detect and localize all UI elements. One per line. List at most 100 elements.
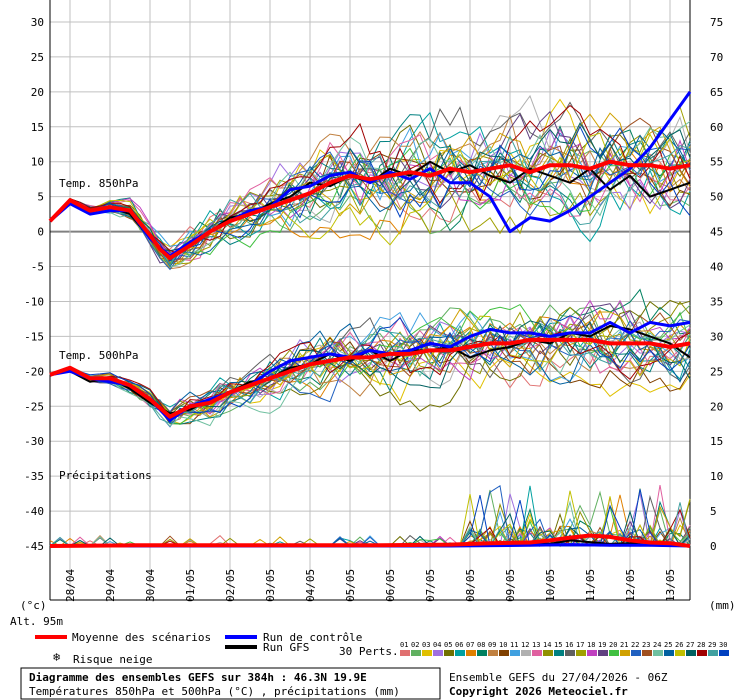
pert-number: 06 [455, 641, 463, 649]
pert-swatch [477, 650, 487, 656]
pert-number: 09 [488, 641, 496, 649]
pert-swatch [455, 650, 465, 656]
legend-mean: Moyenne des scénarios [72, 631, 211, 644]
pert-t850-line [49, 104, 691, 255]
run-info: Ensemble GEFS du 27/04/2026 - 06Z [449, 671, 668, 684]
right-tick-label: 70 [710, 51, 723, 64]
date-tick-label: 30/04 [144, 569, 157, 602]
pert-number: 04 [433, 641, 441, 649]
date-tick-label: 03/05 [264, 569, 277, 602]
pert-swatch [499, 650, 509, 656]
pert-number: 14 [543, 641, 551, 649]
pert-swatch [400, 650, 410, 656]
pert-number: 01 [400, 641, 408, 649]
right-tick-label: 60 [710, 121, 723, 134]
pert-number: 12 [521, 641, 529, 649]
legend-snow: Risque neige [73, 653, 152, 666]
pert-swatch [609, 650, 619, 656]
date-tick-label: 06/05 [384, 569, 397, 602]
altitude-label: Alt. 95m [10, 615, 63, 628]
pert-t850-line [49, 117, 691, 265]
pert-swatch [587, 650, 597, 656]
pert-number: 26 [675, 641, 683, 649]
pert-t850-line [49, 135, 691, 267]
main-lines [48, 91, 692, 548]
left-tick-label: 25 [31, 51, 44, 64]
pert-number: 07 [466, 641, 474, 649]
pert-number: 02 [411, 641, 419, 649]
right-tick-label: 10 [710, 470, 723, 483]
right-tick-label: 75 [710, 16, 723, 29]
pert-number: 17 [576, 641, 584, 649]
pert-number: 18 [587, 641, 595, 649]
pert-swatch [598, 650, 608, 656]
left-tick-label: 20 [31, 86, 44, 99]
date-tick-label: 08/05 [464, 569, 477, 602]
pert-swatch [642, 650, 652, 656]
mean-t500-line [49, 337, 691, 419]
pert-swatch [719, 650, 729, 656]
pert-swatch [532, 650, 542, 656]
pert-number: 29 [708, 641, 716, 649]
left-tick-label: -20 [24, 365, 44, 378]
date-tick-label: 11/05 [584, 569, 597, 602]
pert-number: 20 [609, 641, 617, 649]
legend-gfs: Run GFS [263, 641, 309, 654]
pert-number: 30 [719, 641, 727, 649]
pert-number: 13 [532, 641, 540, 649]
date-tick-label: 09/05 [504, 569, 517, 602]
label-t850: Temp. 850hPa [59, 177, 138, 190]
left-tick-label: 5 [37, 191, 44, 204]
chart-title: Diagramme des ensembles GEFS sur 384h : … [29, 671, 367, 684]
pert-swatch [521, 650, 531, 656]
pert-number: 27 [686, 641, 694, 649]
info-box [20, 667, 441, 700]
pert-number: 28 [697, 641, 705, 649]
date-tick-label: 01/05 [184, 569, 197, 602]
pert-swatch [697, 650, 707, 656]
pert-swatch [708, 650, 718, 656]
date-tick-label: 07/05 [424, 569, 437, 602]
pert-swatch [444, 650, 454, 656]
pert-swatch [675, 650, 685, 656]
pert-swatch [543, 650, 553, 656]
date-tick-label: 04/05 [304, 569, 317, 602]
pert-swatch [620, 650, 630, 656]
plot-grid [49, 0, 691, 601]
left-tick-label: 10 [31, 156, 44, 169]
left-tick-label: 30 [31, 16, 44, 29]
chart-subtitle: Températures 850hPa et 500hPa (°C) , pré… [29, 685, 400, 698]
pert-number: 15 [554, 641, 562, 649]
right-tick-label: 40 [710, 261, 723, 274]
right-tick-label: 0 [710, 540, 717, 553]
pert-number: 11 [510, 641, 518, 649]
right-tick-label: 35 [710, 295, 723, 308]
right-tick-label: 30 [710, 330, 723, 343]
legend-control: Run de contrôle [263, 631, 362, 644]
legend-perts: 30 Perts. [339, 645, 399, 658]
pert-t850-line [49, 111, 691, 254]
right-tick-label: 45 [710, 226, 723, 239]
pert-swatch [554, 650, 564, 656]
pert-swatch [576, 650, 586, 656]
left-tick-label: -5 [31, 261, 44, 274]
right-tick-label: 50 [710, 191, 723, 204]
left-unit: (°c) [20, 599, 47, 612]
pert-t850-line [49, 125, 691, 262]
pert-number: 08 [477, 641, 485, 649]
left-tick-label: 0 [37, 226, 44, 239]
pert-number: 24 [653, 641, 661, 649]
pert-number: 19 [598, 641, 606, 649]
pert-swatch [686, 650, 696, 656]
left-tick-label: -10 [24, 295, 44, 308]
perturbation-legend: 01 02 03 04 05 06 07 08 09 10 11 12 13 14 15 16 17 18 19 20… [400, 641, 729, 656]
date-tick-label: 05/05 [344, 569, 357, 602]
date-tick-label: 29/04 [104, 569, 117, 602]
pert-t850-line [49, 110, 691, 264]
right-tick-label: 55 [710, 156, 723, 169]
date-tick-label: 10/05 [544, 569, 557, 602]
pert-number: 25 [664, 641, 672, 649]
pert-number: 05 [444, 641, 452, 649]
pert-swatch [433, 650, 443, 656]
left-tick-label: 15 [31, 121, 44, 134]
